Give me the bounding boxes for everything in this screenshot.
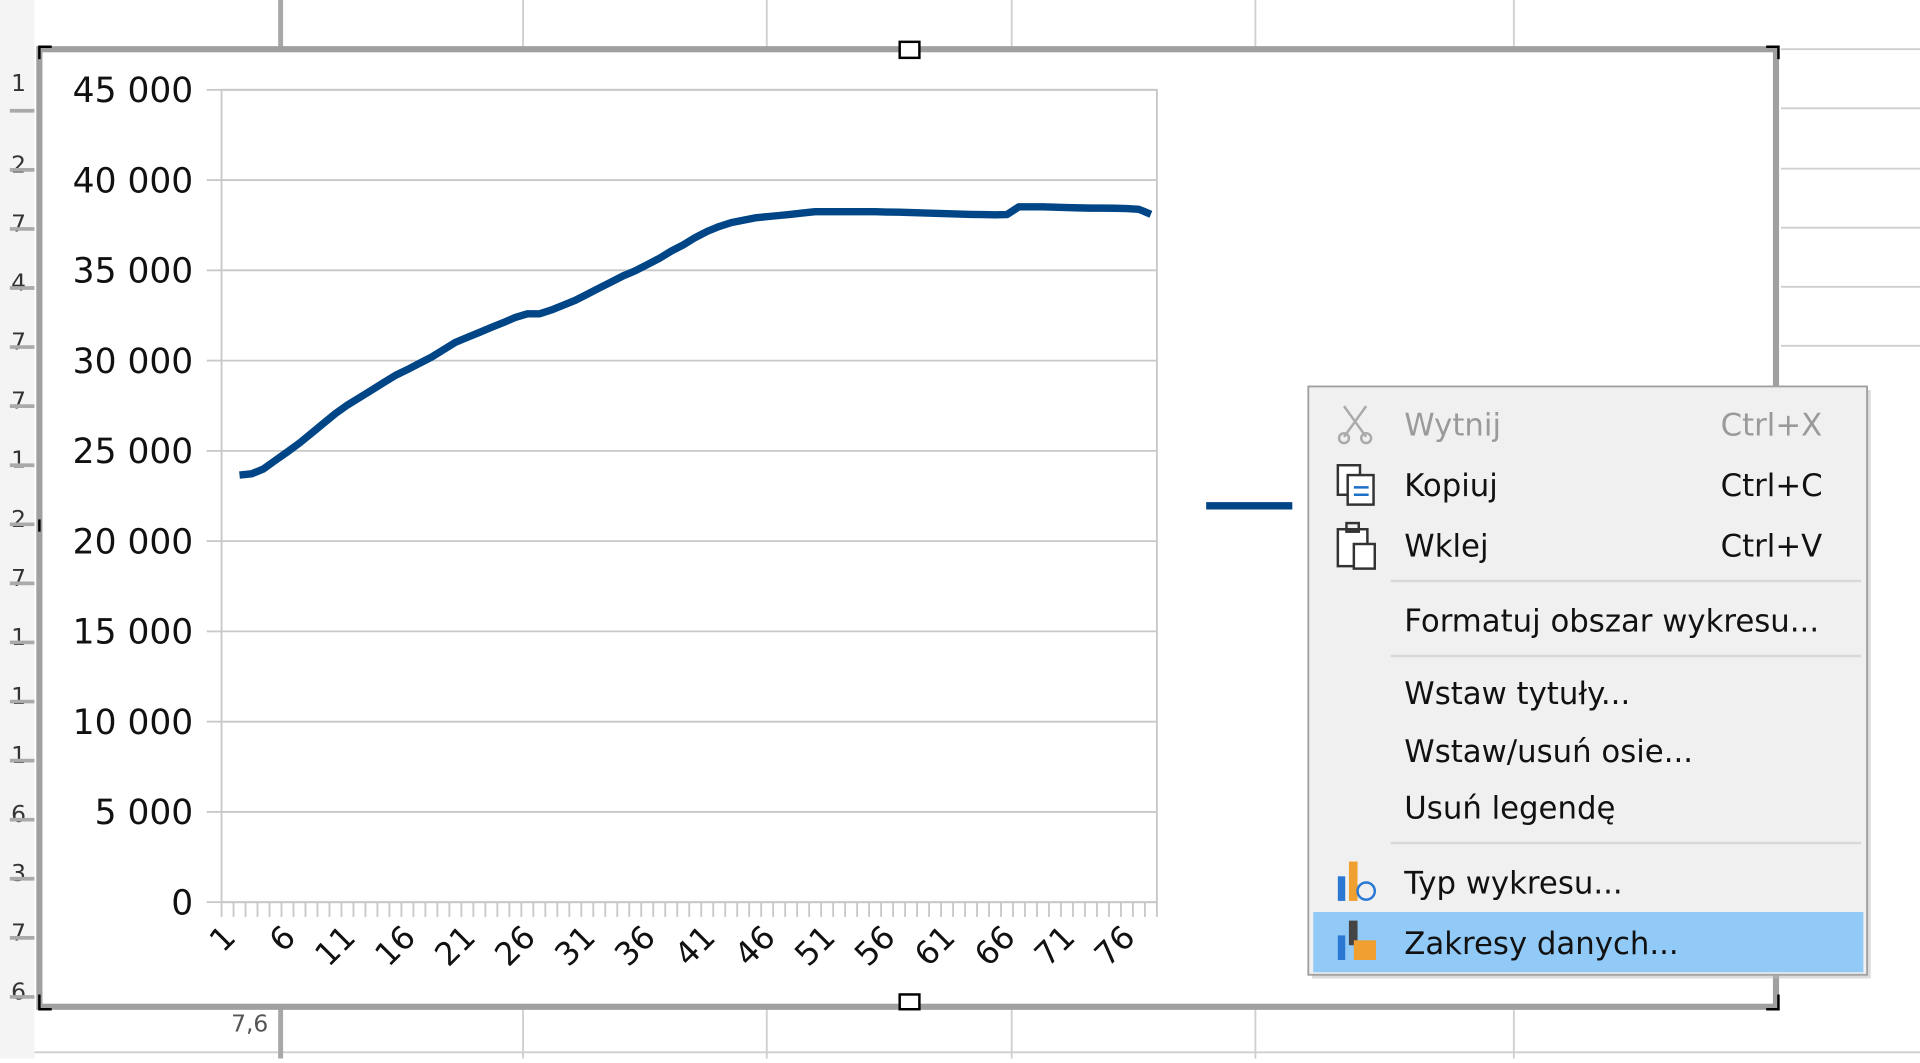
selection-handles <box>38 40 1780 1011</box>
row-header <box>0 0 35 1059</box>
y-tick-label: 10 000 <box>73 703 194 743</box>
row-number: 1 <box>11 69 26 97</box>
row-number: 7 <box>11 564 26 592</box>
menu-item[interactable]: Usuń legendę <box>1404 790 1615 826</box>
row-number: 6 <box>11 977 26 1005</box>
row-number: 2 <box>11 505 26 533</box>
row-number: 2 <box>11 150 26 178</box>
series-line <box>239 203 1153 479</box>
menu-icons <box>1336 405 1376 960</box>
menu-item[interactable]: Formatuj obszar wykresu... <box>1404 603 1819 639</box>
menu-shortcut: Ctrl+V <box>1721 528 1823 564</box>
row-number: 3 <box>11 859 26 887</box>
y-tick-label: 25 000 <box>73 432 194 472</box>
menu-item[interactable]: Wytnij <box>1404 408 1501 444</box>
menu-shortcut: Ctrl+C <box>1721 468 1823 504</box>
row-number: 7 <box>11 918 26 946</box>
plot-area <box>220 88 1158 904</box>
y-tick-label: 30 000 <box>73 342 194 382</box>
row-number: 7 <box>11 209 26 237</box>
menu-item[interactable]: Kopiuj <box>1404 468 1498 504</box>
row-number: 6 <box>11 800 26 828</box>
y-tick-label: 45 000 <box>73 71 194 111</box>
row-number: 1 <box>11 741 26 769</box>
row-number: 1 <box>11 446 26 474</box>
menu-item[interactable]: Typ wykresu... <box>1403 866 1622 902</box>
row-number: 1 <box>11 682 26 710</box>
cell-value: 7,6 <box>231 1009 268 1037</box>
menu-item[interactable]: Wstaw tytuły... <box>1404 676 1630 712</box>
menu-item[interactable]: Wstaw/usuń osie... <box>1404 734 1693 770</box>
y-tick-label: 20 000 <box>73 522 194 562</box>
menu-highlight <box>1313 911 1864 973</box>
y-tick-label: 15 000 <box>73 613 194 653</box>
y-tick-label: 5 000 <box>95 793 194 833</box>
row-number: 4 <box>11 268 26 296</box>
y-tick-label: 40 000 <box>73 161 194 201</box>
row-number: 1 <box>11 623 26 651</box>
menu-item[interactable]: Wklej <box>1404 528 1488 564</box>
menu-item[interactable]: Zakresy danych... <box>1404 926 1678 962</box>
context-menu: Wytnij Ctrl+X Kopiuj Ctrl+C Wklej Ctrl+V Forma… <box>1307 385 1871 979</box>
row-number: 7 <box>11 328 26 356</box>
row-number: 7 <box>11 387 26 415</box>
menu-shortcut: Ctrl+X <box>1721 408 1823 444</box>
y-tick-label: 0 <box>171 883 193 923</box>
y-tick-label: 35 000 <box>73 252 194 292</box>
